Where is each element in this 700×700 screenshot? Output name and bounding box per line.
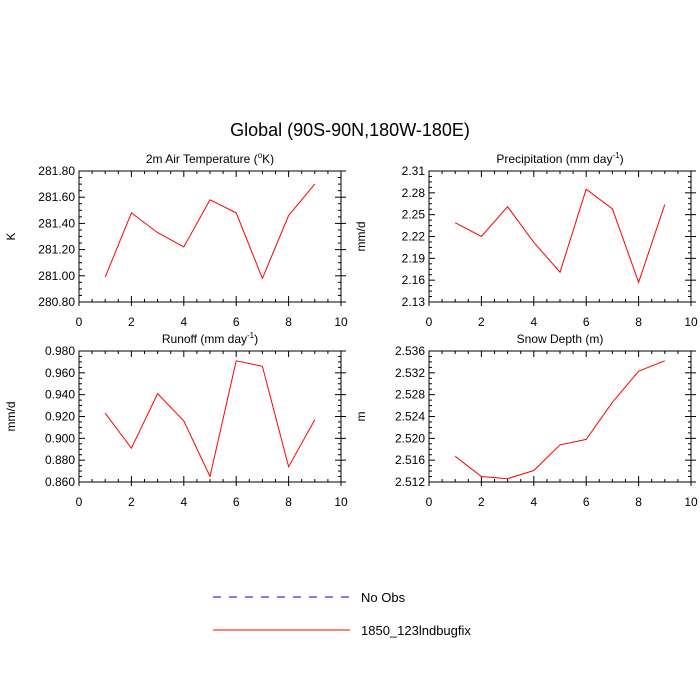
y-tick-label: 0.920 [45,410,75,424]
x-tick-label: 8 [635,495,642,509]
y-tick-label: 281.40 [38,216,75,230]
y-tick-label: 281.80 [38,164,75,178]
y-tick-label: 281.00 [38,269,75,283]
x-tick-label: 10 [334,315,348,329]
y-tick-label: 2.512 [395,475,425,489]
series-line [104,183,316,280]
panel-2: Precipitation (mm day-1) mm/d 2.13 2.16 2.19… [354,151,698,329]
x-tick-label: 4 [180,315,187,329]
y-axis-label: mm/d [354,222,368,252]
y-tick-label: 2.528 [395,388,425,402]
x-tick-label: 4 [180,495,187,509]
y-tick-label: 0.960 [45,366,75,380]
panels: 2m Air Temperature (oK) K 280.80 281.00 281.… [4,151,698,509]
series-line [454,188,666,284]
y-tick-label: 2.532 [395,366,425,380]
y-tick-label: 0.940 [45,388,75,402]
y-tick-label: 2.536 [395,344,425,358]
x-tick-label: 0 [426,495,433,509]
y-tick-label: 281.60 [38,190,75,204]
x-tick-label: 2 [478,495,485,509]
panel-title: Snow Depth (m) [517,332,604,346]
x-tick-label: 6 [233,315,240,329]
x-tick-label: 0 [426,315,433,329]
x-tick-label: 4 [530,315,537,329]
x-tick-label: 10 [334,495,348,509]
legend-label-no-obs: No Obs [361,590,406,605]
x-tick-label: 0 [76,315,83,329]
legend: No Obs 1850_123lndbugfix [213,590,471,638]
x-tick-label: 8 [285,495,292,509]
y-tick-label: 2.25 [402,208,426,222]
plot-frame [428,170,692,303]
x-tick-label: 2 [128,315,135,329]
x-tick-label: 6 [233,495,240,509]
x-tick-label: 10 [684,495,698,509]
plot-frame [78,170,342,303]
panel-title: Runoff (mm day-1) [162,331,258,346]
y-axis-label: K [4,232,18,240]
x-tick-label: 6 [583,495,590,509]
panel-1: 2m Air Temperature (oK) K 280.80 281.00 281.… [4,151,348,329]
series-line [454,360,665,480]
y-tick-label: 0.980 [45,344,75,358]
y-tick-label: 2.28 [402,186,426,200]
y-tick-label: 2.31 [402,164,426,178]
x-tick-label: 0 [76,495,83,509]
x-tick-label: 2 [478,315,485,329]
figure-title: Global (90S-90N,180W-180E) [230,120,470,140]
panel-4: Snow Depth (m) m 2.512 2.516 2.520 2.524 2.528… [354,332,698,509]
y-tick-label: 0.860 [45,475,75,489]
y-tick-label: 2.19 [402,251,426,265]
panel-title: 2m Air Temperature (oK) [146,151,274,166]
x-tick-label: 4 [530,495,537,509]
legend-label-series: 1850_123lndbugfix [361,623,471,638]
y-tick-label: 2.516 [395,453,425,467]
y-tick-label: 2.520 [395,431,425,445]
plot-frame [428,350,692,483]
panel-title: Precipitation (mm day-1) [496,151,623,166]
y-axis-label: mm/d [4,402,18,432]
y-tick-label: 2.22 [402,230,426,244]
y-tick-label: 280.80 [38,295,75,309]
x-tick-label: 2 [128,495,135,509]
x-tick-label: 8 [285,315,292,329]
y-tick-label: 281.20 [38,243,75,257]
y-tick-label: 2.16 [402,273,426,287]
y-tick-label: 2.524 [395,410,425,424]
x-tick-label: 8 [635,315,642,329]
x-tick-label: 10 [684,315,698,329]
series-line [104,360,316,479]
y-axis-label: m [354,412,368,422]
y-tick-label: 0.900 [45,431,75,445]
plot-frame [78,350,342,483]
y-tick-label: 0.880 [45,453,75,467]
x-tick-label: 6 [583,315,590,329]
y-tick-label: 2.13 [402,295,426,309]
panel-3: Runoff (mm day-1) mm/d 0.860 0.880 0.900 0.92… [4,331,348,509]
